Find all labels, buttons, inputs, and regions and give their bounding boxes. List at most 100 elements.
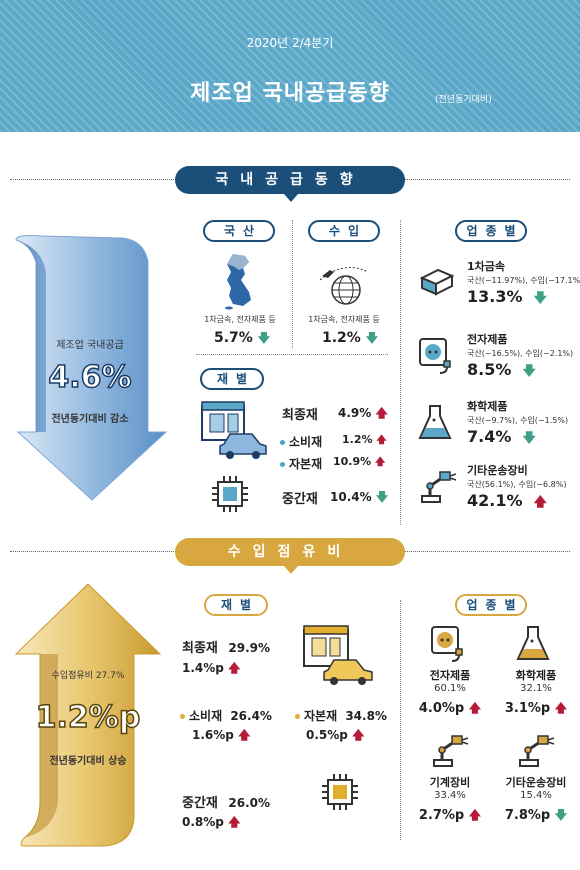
plug-icon [430,625,468,667]
down-arrow-icon: 🡇 [522,364,536,379]
share-intermediate-change: 0.8%p 🡅 [182,813,240,834]
supply-final-value: 4.9% 🡅 [338,404,388,425]
metal-icon [418,264,456,302]
industry-change: 3.1%p 🡅 [494,699,578,720]
domestic-value: 5.7% 🡇 [214,329,270,350]
pill-share-goods: 재별 [204,594,268,616]
supply-consumer-value-text: 1.2% [342,433,373,446]
industry-change: 2.7%p 🡅 [408,806,492,827]
industry-name: 화학제품 [515,669,557,682]
industry-change-text: 7.8%p [504,808,551,823]
up-arrow-icon: 🡅 [352,728,365,742]
share-consumer-share: 26.4% [230,709,272,723]
bullet-icon [280,462,285,467]
supply-capital-value-text: 10.9% [333,455,372,468]
divider [292,220,293,348]
industry-change-text: 3.1%p [504,701,551,716]
industry-value-text: 42.1% [467,491,523,510]
industry-share: 60.1% [434,683,466,694]
up-arrow-icon: 🡅 [238,728,251,742]
industry-value-text: 13.3% [467,287,523,306]
share-intermediate-label: 중간재 [182,796,218,811]
down-arrow-graphic [15,235,168,501]
robot-arm-icon [430,732,470,772]
robot-arm-icon [516,732,556,772]
industry-detail: 국산(−9.7%), 수입(−1.5%) [467,416,569,425]
share-consumer-change: 1.6%p 🡅 [192,726,250,747]
industry-name: 화학제품 [467,400,508,413]
banner-pointer [284,194,298,202]
bullet-icon [180,714,185,719]
up-arrow-icon: 🡅 [468,808,482,822]
share-consumer-label: 소비재 [189,709,223,723]
supply-intermediate-value-text: 10.4% [330,490,372,504]
bullet-icon [280,440,285,445]
factory-car-icon [303,625,373,685]
robot-arm-icon [418,468,458,508]
industry-name: 1차금속 [467,260,506,273]
share-capital-change: 0.5%p 🡅 [306,726,364,747]
industry-detail: 국산(−16.5%), 수입(−2.1%) [467,349,574,358]
industry-name: 전자제품 [429,669,471,682]
share-intermediate: 중간재 26.0% [182,792,270,811]
supply-intermediate-value: 10.4% 🡇 [330,488,388,509]
supply-intermediate-label: 중간재 [282,492,318,507]
industry-value: 8.5% 🡇 [467,360,536,384]
korea-map-icon [225,254,251,310]
imports-caption: 1차금속, 전자제품 등 [308,315,380,324]
flask-icon [418,404,452,446]
up-arrow-icon: 🡅 [375,406,388,420]
share-capital-label: 자본재 [304,709,338,723]
pill-imports: 수입 [308,220,380,242]
share-final-label: 최종재 [182,641,218,656]
supply-arrow-value: 4.6% [48,359,133,396]
supply-capital: 자본재 [280,455,322,472]
header: 2020년 2/4분기 제조업 국내공급동향 (전년동기대비) [0,0,580,132]
pill-share-industry: 업종별 [455,594,527,616]
share-final-change: 1.4%p 🡅 [182,659,240,680]
divider [196,354,388,355]
banner-pointer [284,566,298,574]
industry-value: 13.3% 🡇 [467,287,547,311]
chip-icon [322,774,358,810]
report-period: 2020년 2/4분기 [246,36,334,50]
up-arrow-icon: 🡅 [554,701,568,715]
industry-change: 7.8%p 🡇 [494,806,578,827]
pill-goods: 재별 [200,368,264,390]
industry-value: 42.1% 🡅 [467,491,547,515]
share-capital-change-text: 0.5%p [306,728,348,742]
up-arrow-graphic [14,583,162,847]
imports-value-text: 1.2% [322,330,361,346]
domestic-value-text: 5.7% [214,330,253,346]
supply-banner: 국내공급동향 [175,166,405,194]
industry-share: 15.4% [520,790,552,801]
industry-name: 기타운송장비 [467,464,528,477]
industry-value: 7.4% 🡇 [467,427,536,451]
supply-consumer: 소비재 [280,433,322,450]
down-arrow-icon: 🡇 [375,490,389,504]
up-arrow-icon: 🡅 [375,457,386,468]
up-arrow-icon: 🡅 [228,815,241,829]
industry-share: 33.4% [434,790,466,801]
globe-plane-icon [319,267,369,305]
industry-detail: 국산(56.1%), 수입(−6.8%) [467,480,567,489]
industry-detail: 국산(−11.97%), 수입(−17.1%) [467,276,580,285]
industry-value-text: 8.5% [467,360,512,379]
imports-value: 1.2% 🡇 [322,329,378,350]
pill-industry: 업종별 [455,220,527,242]
share-capital-share: 34.8% [345,709,387,723]
share-arrow-value: 1.2%p [35,699,141,736]
import-share-banner: 수입점유비 [175,538,405,566]
share-consumer-change-text: 1.6%p [192,728,234,742]
industry-change: 4.0%p 🡅 [408,699,492,720]
share-intermediate-change-text: 0.8%p [182,815,224,829]
share-final-change-text: 1.4%p [182,661,224,675]
share-intermediate-share: 26.0% [228,796,271,810]
share-arrow-label: 수입점유비 27.7% [51,671,125,681]
supply-consumer-label: 소비재 [289,435,323,449]
industry-share: 32.1% [520,683,552,694]
industry-change-text: 4.0%p [418,701,465,716]
supply-arrow-note: 전년동기대비 감소 [51,414,129,425]
down-arrow-icon: 🡇 [554,808,568,822]
share-final: 최종재 29.9% [182,637,270,656]
